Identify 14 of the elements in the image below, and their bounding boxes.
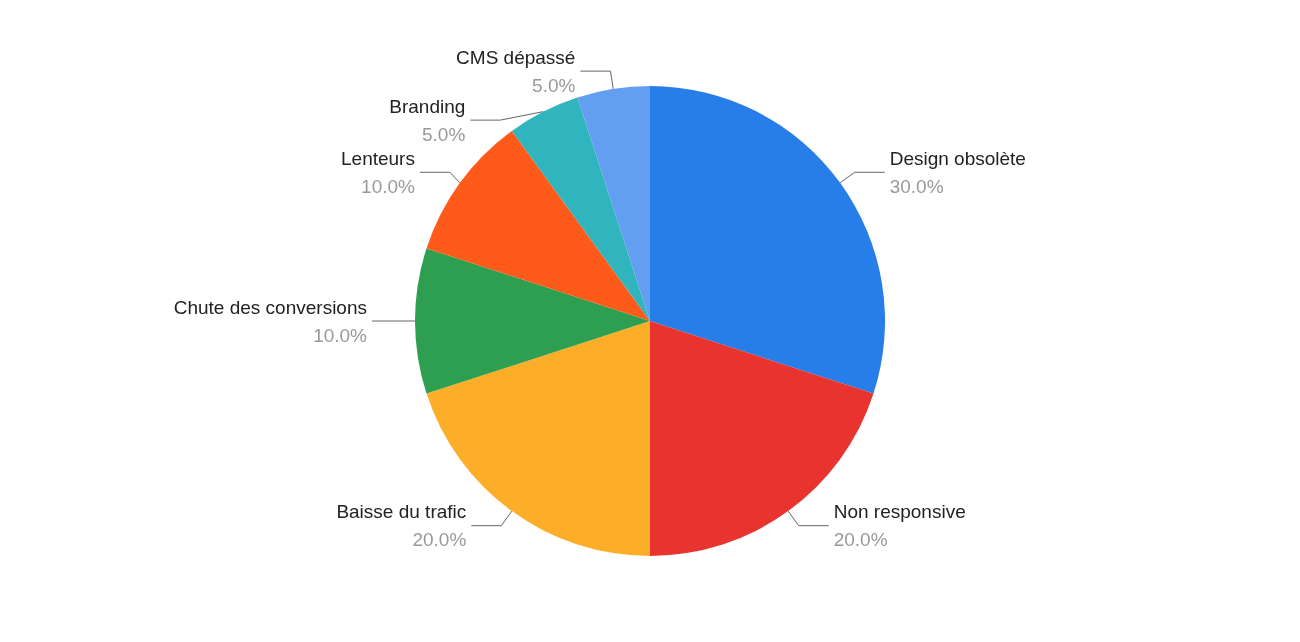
data-label: 20.0% [412, 529, 467, 551]
slice-label: Non responsive [833, 501, 966, 523]
slice-label: Baisse du trafic [336, 501, 467, 523]
data-label: 5.0% [422, 123, 466, 145]
data-label: 20.0% [833, 529, 888, 551]
data-label: 5.0% [532, 74, 576, 96]
data-label: 10.0% [361, 175, 416, 197]
slice-label: Chute des conversions [173, 296, 367, 318]
slice-label: Branding [389, 95, 466, 117]
data-label: 10.0% [313, 324, 368, 346]
slice-label: Design obsolète [889, 147, 1026, 169]
slice-label: CMS dépassé [456, 46, 576, 68]
data-label: 30.0% [889, 175, 944, 197]
slice-label: Lenteurs [341, 147, 415, 169]
